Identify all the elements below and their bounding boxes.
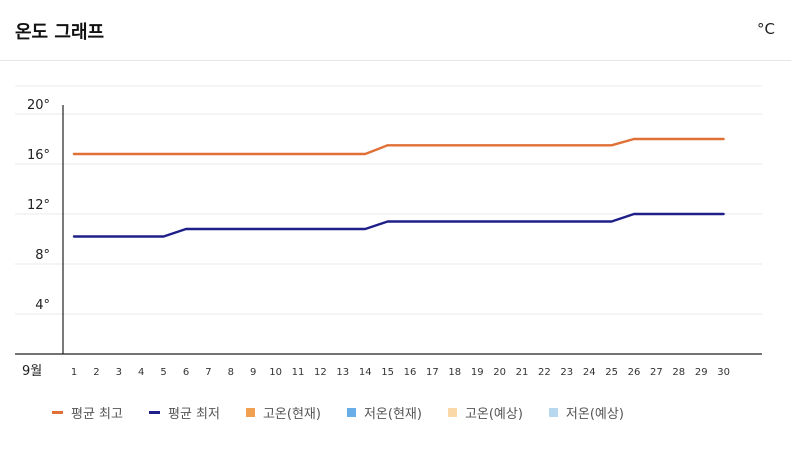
chart-legend: 평균 최고 평균 최저 고온(현재) 저온(현재) 고온(예상) 저온(예상)	[52, 402, 650, 422]
x-tick-label: 19	[471, 367, 484, 378]
legend-swatch	[548, 407, 558, 417]
avg-low-series-line	[72, 212, 725, 238]
x-tick-label: 11	[292, 367, 305, 378]
x-tick-label: 8	[228, 367, 234, 378]
legend-label: 평균 최고	[71, 406, 123, 422]
legend-label: 고온(예상)	[464, 406, 523, 422]
legend-swatch	[52, 410, 63, 414]
x-tick-label: 22	[538, 367, 551, 378]
legend-label: 고온(현재)	[262, 406, 321, 422]
legend-swatch	[447, 407, 457, 417]
x-tick-label: 16	[404, 367, 417, 378]
x-tick-label: 5	[160, 367, 166, 378]
y-tick-label: 20°	[27, 98, 50, 113]
legend-label: 저온(현재)	[363, 406, 422, 422]
legend-item: 평균 최고	[52, 403, 123, 422]
x-tick-label: 1	[71, 367, 77, 378]
x-tick-label: 17	[426, 367, 439, 378]
x-tick-label: 10	[269, 367, 282, 378]
x-tick-label: 30	[717, 367, 730, 378]
avg-high-series-line	[72, 137, 725, 156]
x-tick-label: 3	[116, 367, 122, 378]
x-tick-label: 25	[605, 367, 618, 378]
page-title: 온도 그래프	[15, 22, 105, 43]
x-tick-label: 6	[183, 367, 189, 378]
x-tick-label: 13	[336, 367, 349, 378]
x-tick-label: 23	[560, 367, 573, 378]
x-tick-label: 24	[583, 367, 596, 378]
legend-swatch	[346, 407, 356, 417]
legend-swatch	[245, 407, 255, 417]
x-axis-month-label: 9월	[22, 364, 42, 379]
chart-header: 온도 그래프 °C	[0, 0, 791, 61]
x-tick-label: 20	[493, 367, 506, 378]
legend-label: 저온(예상)	[565, 406, 624, 422]
y-tick-label: 12°	[27, 198, 50, 213]
y-tick-label: 8°	[35, 248, 50, 263]
legend-item: 고온(예상)	[447, 403, 523, 422]
legend-item: 평균 최저	[148, 403, 220, 422]
legend-item: 저온(예상)	[548, 403, 624, 422]
legend-label: 평균 최저	[167, 406, 220, 422]
x-tick-label: 21	[516, 367, 529, 378]
x-tick-label: 15	[381, 367, 394, 378]
x-tick-label: 18	[448, 367, 461, 378]
y-tick-label: 4°	[35, 298, 50, 313]
x-tick-label: 9	[250, 367, 256, 378]
x-tick-label: 28	[672, 367, 685, 378]
x-tick-label: 12	[314, 367, 327, 378]
legend-swatch	[148, 410, 160, 414]
x-tick-label: 26	[628, 367, 641, 378]
x-tick-label: 29	[695, 367, 708, 378]
temperature-line-chart: 4°8°12°16°20°9월 1 2 3 4 5 6 7 8 9 10 11 12 13 14 15 16 17…	[15, 85, 762, 379]
y-tick-label: 16°	[27, 148, 50, 163]
x-tick-label: 7	[205, 367, 211, 378]
x-tick-label: 27	[650, 367, 663, 378]
legend-item: 고온(현재)	[245, 403, 321, 422]
x-tick-label: 4	[138, 367, 144, 378]
x-tick-label: 2	[93, 367, 99, 378]
x-tick-label: 14	[359, 367, 372, 378]
unit-label: °C	[757, 20, 775, 38]
legend-item: 저온(현재)	[346, 403, 422, 422]
